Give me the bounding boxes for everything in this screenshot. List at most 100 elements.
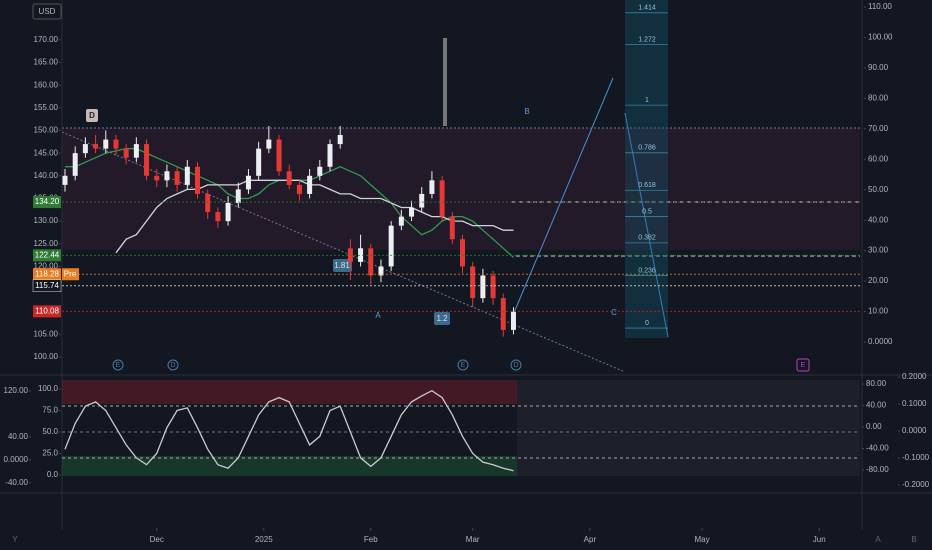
x-tick-label: 2025 — [255, 535, 273, 544]
candle-body — [358, 248, 364, 262]
currency-box[interactable] — [32, 3, 62, 20]
fib-label: 0.236 — [638, 267, 656, 274]
x-tick-label: Mar — [466, 535, 480, 544]
y-tick-label: 90.00 — [868, 63, 889, 72]
candle-body — [123, 148, 129, 158]
event-marker[interactable] — [112, 359, 124, 371]
candle-body — [256, 148, 262, 176]
y-tick-label: 145.00 — [34, 148, 59, 157]
y-tick-label: 30.00 — [868, 246, 889, 255]
candle-body — [429, 180, 435, 194]
y-tick-label: 0.00 — [866, 422, 882, 431]
event-label[interactable]: D — [513, 362, 518, 369]
candle-body — [215, 212, 221, 222]
event-marker[interactable] — [457, 359, 469, 371]
y-tick-label: 0.0000 — [4, 455, 29, 464]
price-tag — [33, 305, 61, 318]
ratio-label: 1.2 — [436, 314, 448, 323]
y-tick-label: 100.00 — [868, 33, 893, 42]
candle-body — [337, 135, 343, 145]
x-tick-label: Feb — [364, 535, 378, 544]
y-tick-label: -40.00 — [866, 444, 889, 453]
y-tick-label: 165.00 — [34, 58, 59, 67]
fib-label: 1.272 — [638, 36, 656, 43]
y-tick-label: 80.00 — [866, 379, 887, 388]
candle-body — [225, 202, 231, 222]
candle-body — [510, 311, 516, 330]
y-tick-label: 20.00 — [868, 276, 889, 285]
y-tick-label: -80.00 — [866, 465, 889, 474]
candle-body — [460, 239, 465, 267]
toolbar-button[interactable]: A — [875, 535, 881, 544]
ratio-tag — [333, 259, 352, 272]
price-tag — [32, 279, 62, 292]
candle-body — [500, 298, 506, 330]
y-tick-label: 60.00 — [868, 154, 889, 163]
y-tick-label: 0.1000 — [902, 399, 927, 408]
candle-body — [184, 166, 190, 185]
toolbar-button[interactable]: B — [911, 535, 916, 544]
event-label[interactable]: D — [170, 362, 175, 369]
event-label[interactable]: E — [461, 362, 466, 369]
candle-body — [296, 184, 302, 194]
event-marker[interactable] — [796, 358, 810, 372]
candle-body — [113, 139, 119, 149]
y-tick-label: 40.00 — [868, 215, 889, 224]
candle-body — [439, 180, 445, 217]
projection-line — [624, 112, 669, 338]
event-label[interactable]: E — [116, 362, 121, 369]
ratio-tag — [434, 312, 450, 325]
y-tick-label: 70.00 — [868, 124, 889, 133]
y-tick-label: 150.00 — [34, 126, 59, 135]
event-marker[interactable] — [167, 359, 179, 371]
y-tick-label: 0.0000 — [868, 337, 893, 346]
y-tick-label: 50.0 — [42, 427, 58, 436]
y-tick-label: 100.00 — [34, 352, 59, 361]
toolbar-button[interactable]: Y — [12, 535, 18, 544]
volume-spike — [443, 38, 447, 126]
y-tick-label: 40.00 — [866, 401, 887, 410]
y-tick-label: -40.00 — [5, 478, 28, 487]
candle-body — [409, 207, 415, 217]
fib-label: 0.786 — [638, 145, 656, 152]
candle-body — [276, 139, 282, 172]
fib-label: 1 — [645, 97, 649, 104]
candle-body — [368, 248, 374, 276]
ratio-label: 1.81 — [334, 261, 350, 270]
y-tick-label: 125.00 — [34, 239, 59, 248]
x-tick-label: Apr — [584, 535, 597, 544]
candle-body — [388, 225, 394, 267]
y-tick-label: 10.00 — [868, 307, 889, 316]
candle-body — [174, 171, 180, 185]
y-tick-label: 75.0 — [42, 406, 58, 415]
price-tag-label: 122.44 — [35, 250, 60, 259]
candle-body — [205, 193, 211, 213]
y-tick-label: 25.0 — [42, 449, 58, 458]
y-tick-label: 105.00 — [34, 330, 59, 339]
x-tick-label: Dec — [150, 535, 164, 544]
x-tick-label: May — [694, 535, 709, 544]
event-label[interactable]: E — [801, 362, 806, 369]
candle-body — [317, 166, 323, 176]
y-tick-label: -0.2000 — [902, 480, 930, 489]
currency[interactable]: USD — [39, 7, 56, 16]
price-tag-label: 110.08 — [35, 306, 59, 315]
candle-body — [154, 175, 160, 181]
candle-body — [449, 216, 455, 240]
price-tag-label: 134.20 — [35, 197, 60, 206]
wave-label: A — [375, 311, 381, 320]
candle-body — [82, 144, 88, 154]
candle-body — [103, 139, 109, 149]
fib-label: 1.414 — [638, 5, 656, 12]
candle-body — [195, 166, 200, 194]
y-tick-label: 155.00 — [34, 103, 59, 112]
price-tag — [33, 196, 61, 209]
fib-label: 0.5 — [642, 208, 652, 215]
candle-body — [235, 189, 241, 203]
zone — [62, 128, 860, 250]
event-marker[interactable] — [510, 359, 522, 371]
candle-body — [144, 144, 150, 176]
candle-body — [490, 275, 496, 299]
fib-label: 0 — [645, 320, 649, 327]
candle-body — [398, 216, 404, 226]
